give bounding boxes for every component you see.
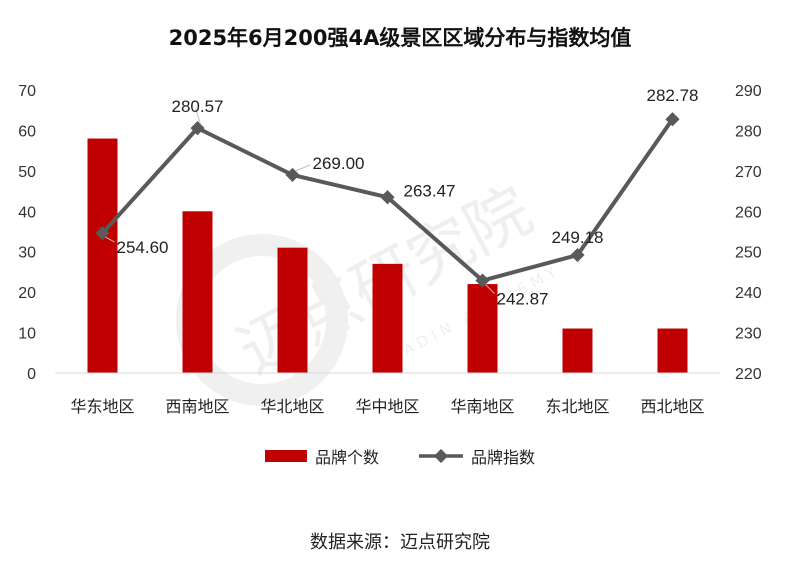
line-series — [95, 112, 680, 288]
bar-华南地区 — [467, 284, 498, 373]
legend-item-line: 品牌指数 — [419, 444, 535, 468]
label-leader — [105, 236, 115, 243]
left-tick-label: 70 — [18, 83, 36, 100]
data-label: 269.00 — [313, 154, 365, 173]
bar-西南地区 — [182, 211, 213, 373]
left-tick-label: 0 — [27, 366, 36, 383]
data-label: 242.87 — [497, 290, 549, 309]
x-tick-label: 华北地区 — [260, 397, 324, 416]
right-tick-label: 240 — [735, 285, 762, 302]
left-tick-label: 50 — [18, 164, 36, 181]
legend-line-swatch — [419, 449, 463, 463]
left-tick-label: 60 — [18, 123, 36, 140]
data-label: 263.47 — [404, 181, 456, 200]
right-tick-label: 280 — [735, 123, 762, 140]
right-tick-label: 230 — [735, 326, 762, 343]
label-leader — [485, 284, 495, 294]
legend-label-bar: 品牌个数 — [314, 448, 379, 467]
legend-label-line: 品牌指数 — [471, 448, 536, 467]
index-marker — [285, 167, 300, 182]
x-tick-label: 东北地区 — [545, 397, 609, 416]
legend: 品牌个数 品牌指数 — [0, 444, 800, 468]
left-tick-label: 20 — [18, 285, 36, 302]
source-note: 数据来源：迈点研究院 — [310, 532, 490, 553]
data-label: 280.57 — [172, 97, 224, 116]
left-tick-label: 30 — [18, 245, 36, 262]
data-label: 282.78 — [647, 86, 699, 105]
left-axis-ticks: 0 10 20 30 40 50 60 70 — [18, 83, 36, 383]
right-tick-label: 270 — [735, 164, 762, 181]
left-tick-label: 10 — [18, 326, 36, 343]
x-axis: 华东地区 西南地区 华北地区 华中地区 华南地区 东北地区 西北地区 — [55, 372, 720, 416]
bar-华东地区 — [87, 138, 118, 373]
index-marker — [475, 273, 490, 288]
x-tick-label: 西南地区 — [165, 397, 229, 416]
legend-bar-swatch — [264, 450, 307, 462]
right-tick-label: 220 — [735, 366, 762, 383]
bar-东北地区 — [562, 328, 593, 373]
right-axis-ticks: 220 230 240 250 260 270 280 290 — [735, 83, 762, 383]
bar-华中地区 — [372, 263, 403, 373]
x-tick-label: 西北地区 — [640, 397, 704, 416]
right-tick-label: 260 — [735, 204, 762, 221]
data-label: 254.60 — [117, 238, 169, 257]
chart-title: 2025年6月200强4A级景区区域分布与指数均值 — [168, 26, 632, 50]
data-label: 249.18 — [552, 228, 604, 247]
right-tick-label: 250 — [735, 245, 762, 262]
label-leader — [195, 107, 201, 125]
x-tick-label: 华东地区 — [70, 397, 134, 416]
index-marker — [570, 247, 585, 263]
x-tick-label: 华中地区 — [355, 397, 419, 416]
index-marker — [665, 112, 680, 127]
x-tick-label: 华南地区 — [450, 397, 514, 416]
label-leader — [295, 164, 311, 172]
left-tick-label: 40 — [18, 204, 36, 221]
index-marker — [380, 190, 395, 205]
legend-item-bar: 品牌个数 — [264, 444, 379, 468]
bar-series — [87, 138, 688, 373]
data-labels: 254.60 280.57 269.00 263.47 242.87 249.18 282.… — [105, 86, 699, 309]
bar-西北地区 — [657, 328, 688, 373]
bar-华北地区 — [277, 247, 308, 373]
right-tick-label: 290 — [735, 83, 762, 100]
